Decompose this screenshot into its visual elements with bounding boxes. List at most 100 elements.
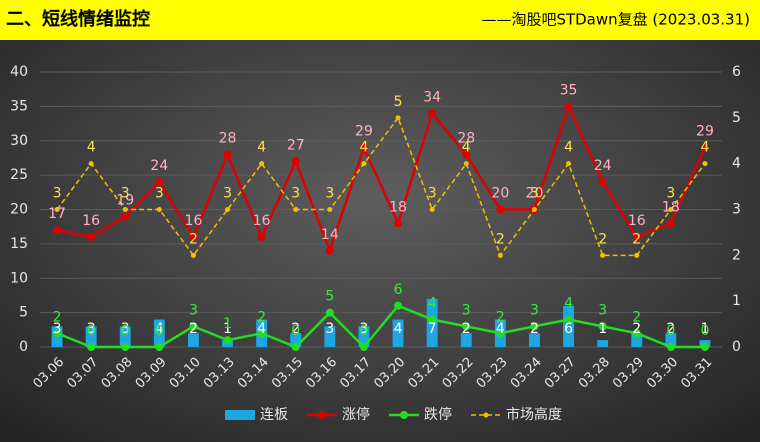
data-label: 16: [628, 213, 646, 229]
data-label: 3: [155, 186, 164, 202]
data-label: 2: [189, 231, 198, 247]
point: [462, 322, 471, 331]
bar: [665, 333, 677, 347]
point: [700, 143, 709, 152]
data-label: 3: [121, 321, 130, 337]
data-label: 0: [359, 323, 368, 339]
data-label: 4: [700, 140, 709, 156]
legend-label: 跌停: [424, 406, 452, 423]
data-label: 0: [121, 323, 130, 339]
y2-tick-label: 4: [732, 156, 741, 172]
data-label: 3: [325, 186, 334, 202]
data-label: 28: [457, 131, 475, 147]
line: [56, 102, 707, 255]
point: [361, 161, 367, 167]
line: [56, 304, 705, 349]
point: [700, 343, 709, 351]
data-label: 4: [564, 140, 573, 156]
point: [53, 226, 62, 235]
data-label: 3: [428, 186, 437, 202]
data-label: 5: [325, 289, 334, 305]
point: [225, 207, 231, 212]
data-label: 5: [394, 94, 403, 110]
data-label: 3: [462, 302, 471, 318]
y2-tick-label: 6: [732, 64, 741, 80]
bar: [324, 326, 336, 347]
point: [121, 212, 130, 221]
point: [121, 343, 130, 351]
point: [257, 233, 266, 241]
point: [259, 161, 265, 167]
data-label: 29: [696, 124, 714, 140]
data-label: 24: [594, 158, 612, 174]
data-label: 4: [155, 321, 164, 337]
data-label: 16: [253, 213, 271, 229]
data-label: 34: [423, 89, 441, 105]
data-label: 4: [428, 296, 437, 312]
legend-marker: [318, 411, 326, 419]
legend-marker: [400, 411, 408, 419]
point: [598, 178, 607, 186]
point: [632, 233, 641, 241]
data-label: 18: [389, 199, 407, 215]
point: [564, 315, 573, 324]
line: [56, 116, 706, 257]
point: [566, 161, 572, 167]
bar: [153, 319, 165, 347]
point: [190, 252, 196, 258]
data-label: 3: [530, 302, 539, 318]
point: [327, 207, 333, 212]
y-tick-label: 5: [19, 305, 28, 321]
point: [87, 343, 96, 351]
bar: [597, 340, 609, 347]
data-label: 16: [185, 213, 203, 229]
legend-swatch: [225, 410, 255, 420]
data-label: 3: [223, 186, 232, 202]
data-label: 3: [53, 321, 62, 337]
data-label: 2: [632, 309, 641, 325]
data-label: 3: [530, 186, 539, 202]
point: [291, 157, 300, 166]
y2-tick-label: 1: [732, 293, 741, 309]
data-label: 3: [598, 302, 607, 318]
y-tick-label: 20: [10, 202, 28, 218]
point: [463, 161, 469, 167]
data-label: 0: [700, 323, 709, 339]
data-label: 0: [291, 323, 300, 339]
y-tick-label: 25: [10, 167, 28, 183]
point: [462, 150, 471, 159]
bar: [460, 333, 472, 347]
data-label: 16: [82, 213, 100, 229]
y2-tick-label: 2: [732, 247, 741, 263]
bar: [290, 333, 302, 347]
data-label: 1: [700, 321, 709, 337]
bar: [358, 326, 370, 347]
data-label: 4: [394, 321, 403, 337]
point: [122, 207, 128, 212]
data-label: 7: [428, 321, 437, 337]
legend-label: 涨停: [342, 406, 370, 423]
point: [428, 315, 437, 324]
point: [155, 343, 164, 351]
point: [394, 219, 403, 228]
point: [666, 343, 675, 351]
bar: [528, 333, 540, 347]
point: [325, 308, 334, 317]
point: [189, 322, 198, 331]
chart-title: 二、短线情绪监控: [6, 8, 150, 30]
data-label: 1: [223, 321, 232, 337]
bar: [187, 333, 199, 347]
y-tick-label: 10: [10, 270, 28, 286]
data-label: 2: [462, 321, 471, 337]
data-label: 2: [632, 231, 641, 247]
data-label: 4: [257, 140, 266, 156]
point: [497, 252, 503, 258]
point: [155, 178, 164, 186]
data-label: 0: [87, 323, 96, 339]
point: [257, 329, 266, 338]
data-label: 18: [662, 199, 680, 215]
legend-marker: [483, 412, 489, 418]
data-label: 2: [496, 231, 505, 247]
data-label: 29: [355, 124, 373, 140]
